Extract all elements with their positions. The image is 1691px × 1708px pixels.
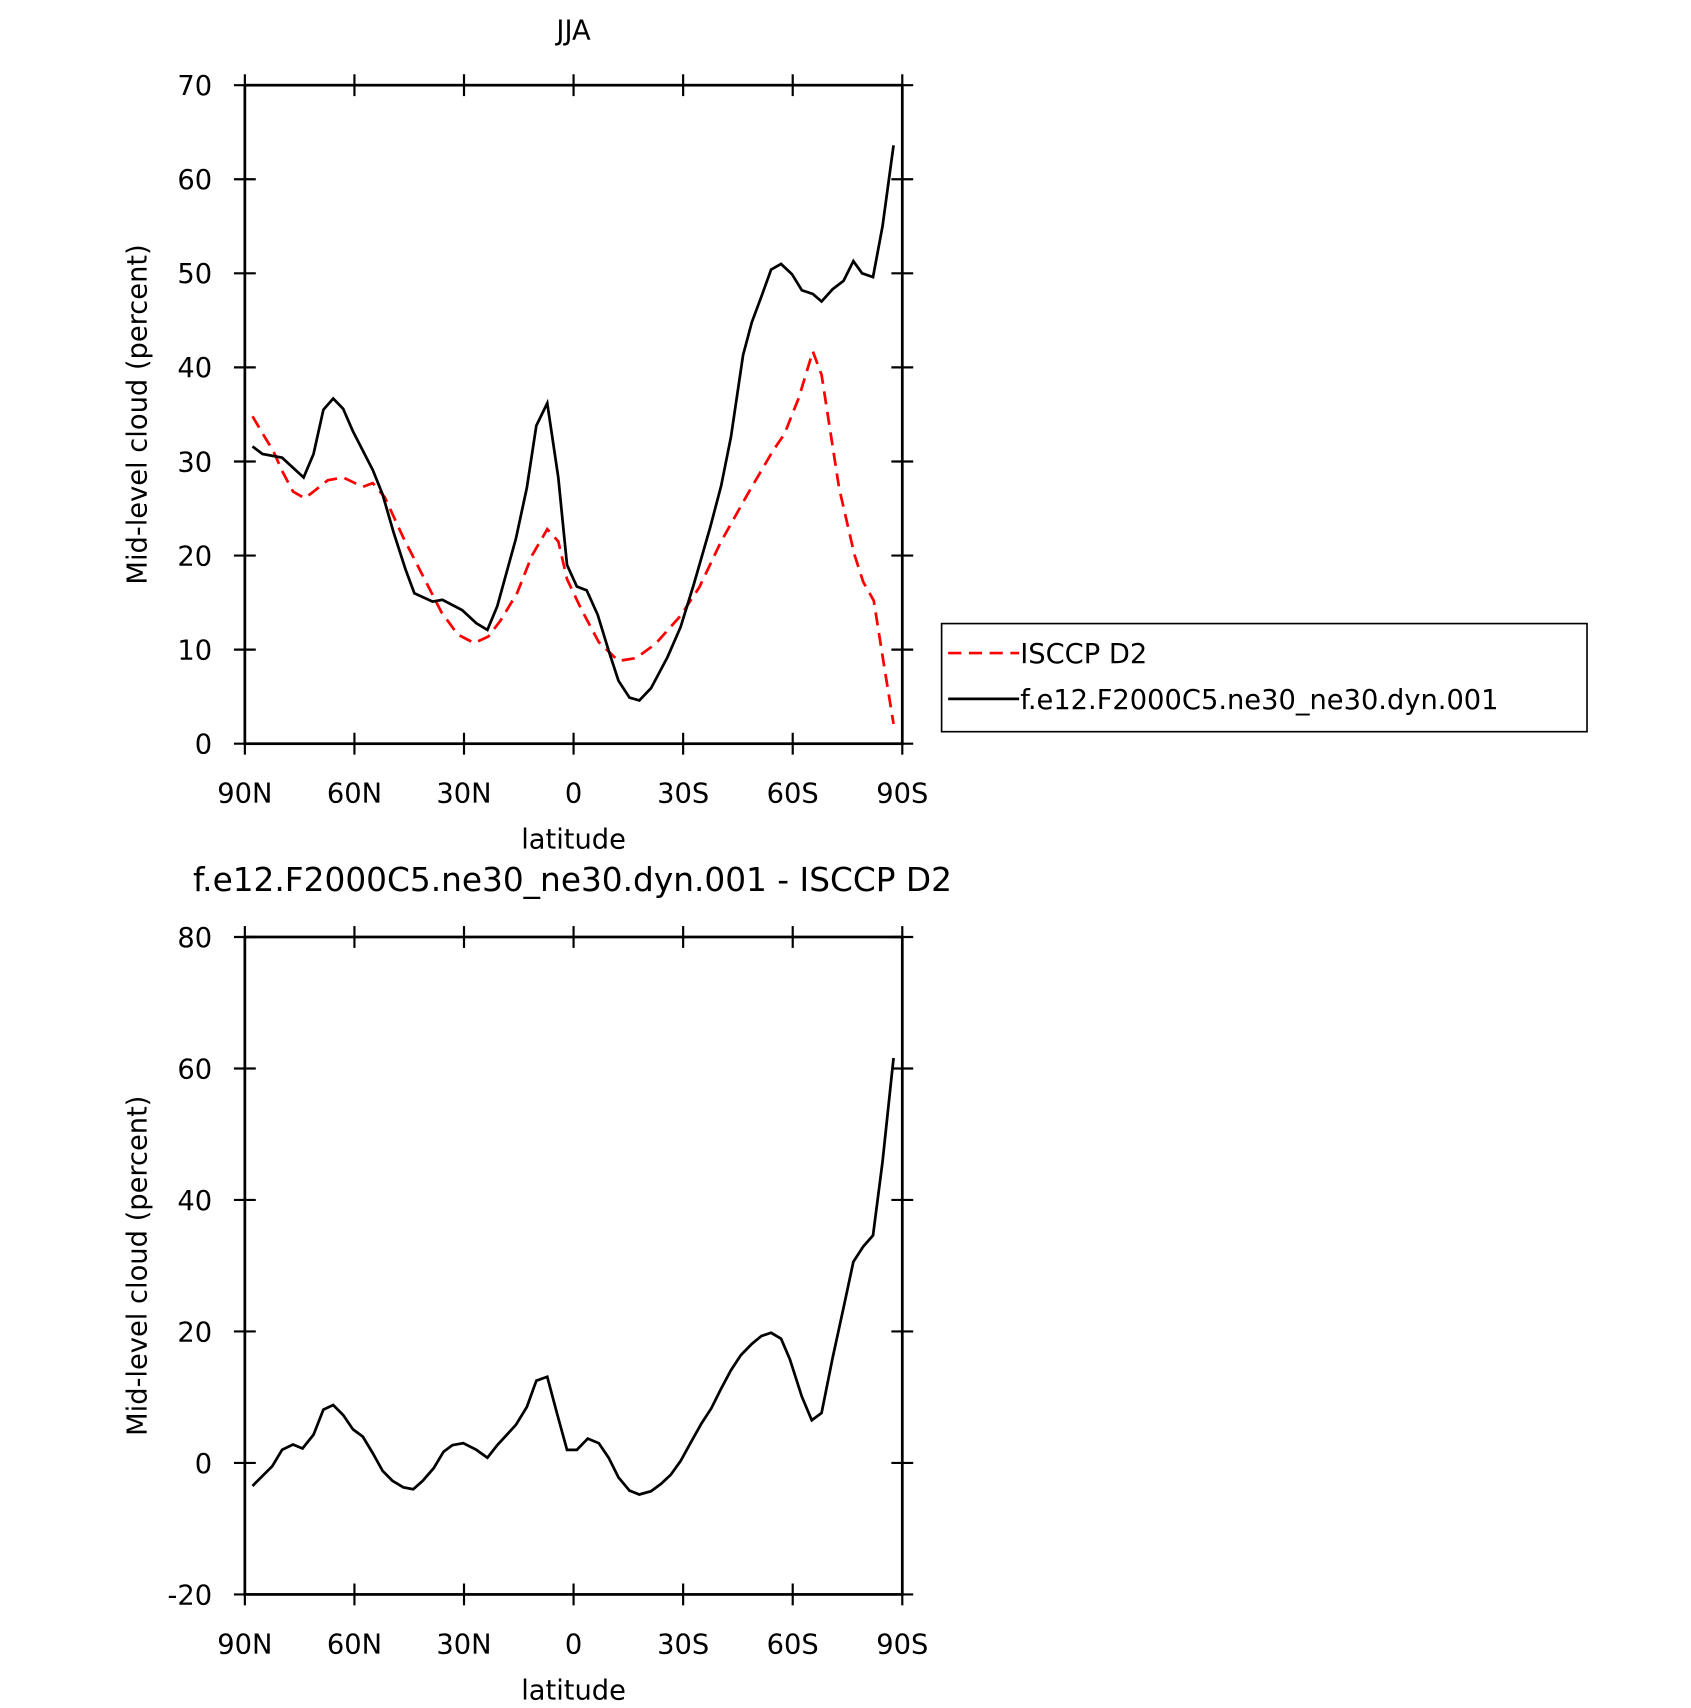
y-tick-label: 10 (177, 635, 212, 666)
y-tick-label: 40 (177, 1186, 212, 1217)
series-line (251, 145, 895, 702)
x-tick-label: 60S (767, 1629, 819, 1660)
legend-box (940, 622, 1588, 733)
x-tick-label: 0 (565, 779, 582, 810)
y-tick-label: 70 (177, 71, 212, 102)
y-tick-label: 50 (177, 259, 212, 290)
y-tick-label: -20 (168, 1580, 213, 1611)
y-tick-label: 20 (177, 541, 212, 572)
y-tick-label: 60 (177, 1054, 212, 1085)
y-axis-label: Mid-level cloud (percent) (123, 244, 154, 584)
y-tick-label: 0 (195, 1449, 212, 1480)
plot-frame (243, 83, 904, 746)
x-tick-label: 0 (565, 1629, 582, 1660)
y-tick-label: 60 (177, 165, 212, 196)
x-axis-label: latitude (521, 825, 626, 856)
x-tick-label: 90N (217, 1629, 272, 1660)
y-axis-label: Mid-level cloud (percent) (123, 1096, 154, 1436)
legend-label: f.e12.F2000C5.ne30_ne30.dyn.001 (1020, 685, 1498, 716)
x-tick-label: 90S (876, 1629, 928, 1660)
chart-title: f.e12.F2000C5.ne30_ne30.dyn.001 - ISCCP … (193, 861, 952, 899)
y-tick-label: 30 (177, 447, 212, 478)
x-tick-label: 30S (657, 779, 709, 810)
legend-label: ISCCP D2 (1020, 639, 1147, 670)
x-tick-label: 30N (436, 779, 491, 810)
x-axis-label: latitude (521, 1675, 626, 1706)
y-tick-label: 40 (177, 353, 212, 384)
y-tick-label: 80 (177, 923, 212, 954)
x-tick-label: 60N (327, 1629, 382, 1660)
y-tick-label: 0 (195, 730, 212, 761)
x-tick-label: 60S (767, 779, 819, 810)
plot-frame (243, 935, 904, 1596)
x-tick-label: 60N (327, 779, 382, 810)
x-tick-label: 90N (217, 779, 272, 810)
y-tick-label: 20 (177, 1317, 212, 1348)
chart-title: JJA (554, 15, 591, 46)
x-tick-label: 90S (876, 779, 928, 810)
series-line (251, 1057, 895, 1496)
series-line (251, 347, 895, 725)
x-tick-label: 30N (436, 1629, 491, 1660)
x-tick-label: 30S (657, 1629, 709, 1660)
